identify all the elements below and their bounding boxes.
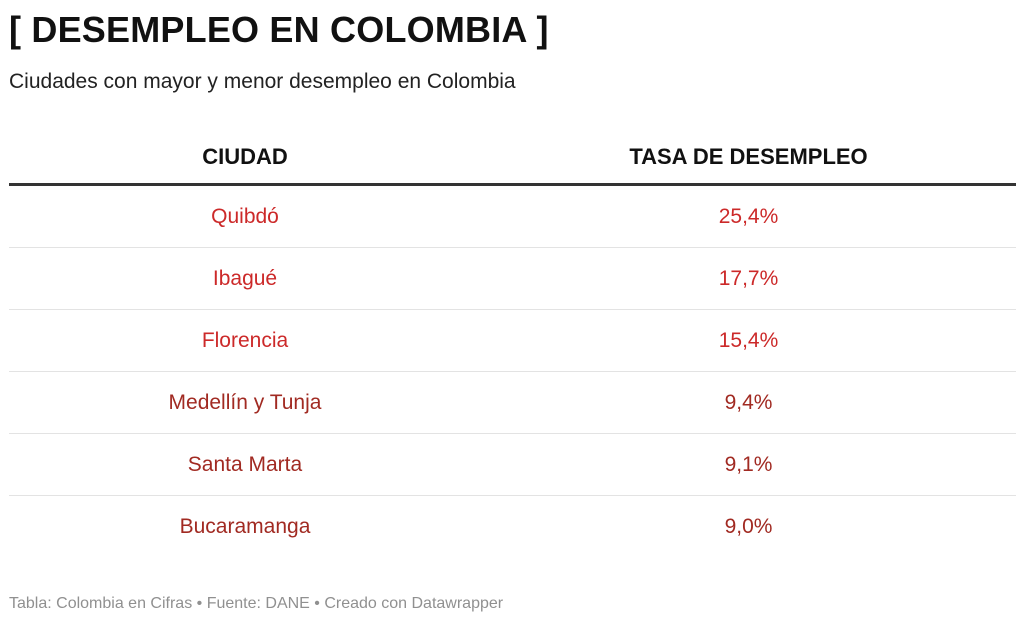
chart-title: [ DESEMPLEO EN COLOMBIA ] [9,9,549,50]
rate-cell: 9,4% [724,391,773,414]
table-header-row: CIUDAD TASA DE DESEMPLEO [9,128,1016,186]
city-cell: Florencia [201,329,289,352]
table-row: Santa Marta 9,1% [9,434,1016,496]
chart-subtitle: Ciudades con mayor y menor desempleo en … [9,70,516,93]
table-row: Bucaramanga 9,0% [9,496,1016,558]
rate-cell: 25,4% [718,205,779,228]
unemployment-table: CIUDAD TASA DE DESEMPLEO Quibdó 25,4% Ibag… [9,128,1016,558]
city-cell: Bucaramanga [179,515,311,538]
rate-cell: 17,7% [718,267,779,290]
column-header-rate: TASA DE DESEMPLEO [629,144,868,169]
rate-cell: 9,0% [724,515,773,538]
table-row: Quibdó 25,4% [9,186,1016,248]
column-header-city: CIUDAD [202,144,288,169]
source-footer: Tabla: Colombia en Cifras • Fuente: DANE… [9,595,504,612]
table-row: Florencia 15,4% [9,310,1016,372]
city-cell: Medellín y Tunja [168,391,322,414]
rate-cell: 9,1% [724,453,773,476]
table-body: Quibdó 25,4% Ibagué 17,7% Florencia 15,4% Mede… [9,186,1016,558]
city-cell: Santa Marta [187,453,303,476]
rate-cell: 15,4% [718,329,779,352]
city-cell: Ibagué [212,267,278,290]
city-cell: Quibdó [211,205,279,228]
table-row: Medellín y Tunja 9,4% [9,372,1016,434]
table-row: Ibagué 17,7% [9,248,1016,310]
